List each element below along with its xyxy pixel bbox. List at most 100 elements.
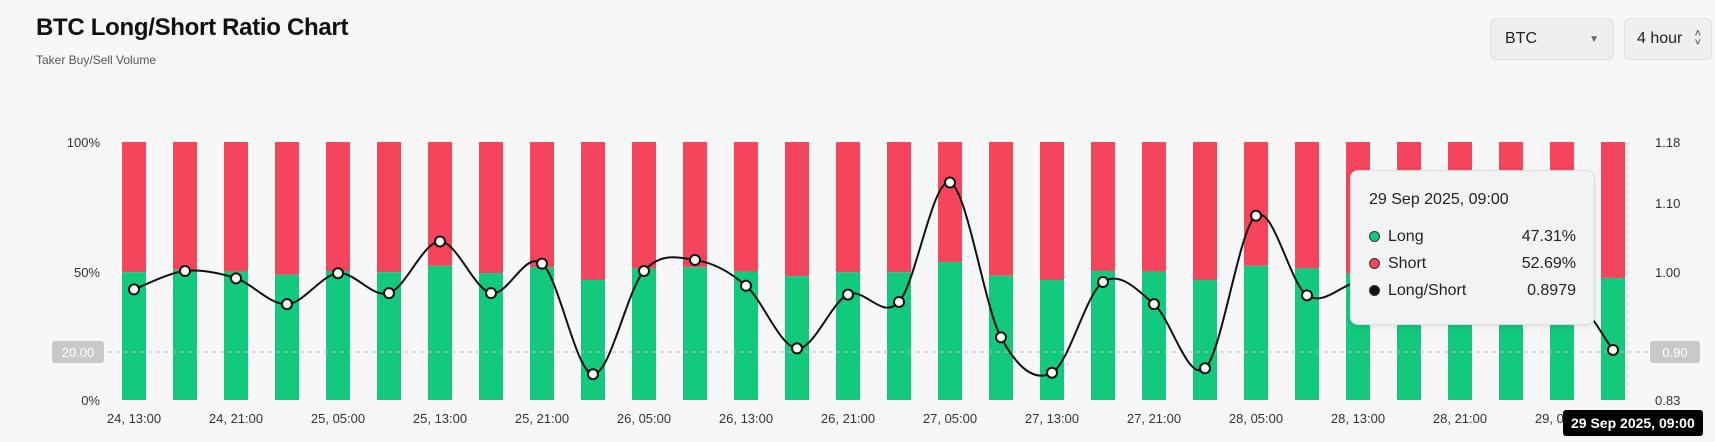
long-bar[interactable]	[224, 271, 248, 400]
ratio-point[interactable]	[281, 298, 293, 311]
long-bar[interactable]	[173, 269, 197, 400]
long-bar[interactable]	[1244, 265, 1268, 400]
short-bar[interactable]	[224, 142, 248, 272]
short-bar[interactable]	[275, 142, 299, 275]
x-axis-labels: 24, 13:00 24, 21:00 25, 05:00 25, 13:00 25, …	[107, 411, 1589, 426]
ratio-point[interactable]	[383, 287, 395, 300]
long-bar[interactable]	[1193, 280, 1217, 400]
long-bar[interactable]	[785, 276, 809, 400]
x-tick-label: 27, 05:00	[923, 411, 977, 426]
ratio-point[interactable]	[230, 272, 242, 285]
ratio-point[interactable]	[536, 257, 548, 270]
ratio-point[interactable]	[1250, 209, 1262, 222]
left-tick-0: 0%	[81, 393, 100, 408]
long-bar[interactable]	[581, 280, 605, 400]
tooltip-short-label: Short	[1388, 254, 1427, 272]
short-bar[interactable]	[1193, 142, 1217, 281]
ratio-point[interactable]	[842, 288, 854, 301]
coin-select-value: BTC	[1505, 30, 1537, 47]
short-bar[interactable]	[530, 142, 554, 268]
x-tick-label: 25, 13:00	[413, 411, 467, 426]
long-bar[interactable]	[683, 267, 707, 400]
long-bar[interactable]	[530, 267, 554, 400]
hover-time-badge: 29 Sep 2025, 09:00	[1563, 410, 1703, 436]
ratio-point[interactable]	[1199, 362, 1211, 375]
hover-tooltip: 29 Sep 2025, 09:00 Long 47.31% Short 52.…	[1350, 170, 1595, 325]
short-bar[interactable]	[1142, 142, 1166, 272]
tooltip-ratio-value: 0.8979	[1527, 281, 1576, 299]
ratio-point[interactable]	[1301, 289, 1313, 302]
ratio-point[interactable]	[638, 265, 650, 277]
ratio-point[interactable]	[1148, 298, 1160, 311]
long-bar[interactable]	[632, 268, 656, 400]
short-bar[interactable]	[326, 142, 350, 271]
short-bar[interactable]	[377, 142, 401, 273]
ratio-point[interactable]	[1607, 343, 1619, 356]
short-bar[interactable]	[1091, 142, 1115, 271]
short-bar[interactable]	[1040, 142, 1064, 281]
ratio-point[interactable]	[1046, 366, 1058, 379]
ratio-point[interactable]	[128, 283, 140, 296]
coin-select[interactable]: BTC ▼	[1490, 18, 1614, 60]
short-bar[interactable]	[989, 142, 1013, 276]
long-dot-icon	[1369, 231, 1380, 242]
right-marker-box	[1650, 341, 1700, 363]
long-bar[interactable]	[1040, 280, 1064, 400]
x-tick-label: 27, 13:00	[1025, 411, 1079, 426]
ratio-point[interactable]	[485, 287, 497, 300]
ratio-point[interactable]	[740, 279, 752, 292]
ratio-point[interactable]	[995, 331, 1007, 344]
short-bar[interactable]	[1244, 142, 1268, 266]
sort-arrows-icon: ˄ ˅	[1694, 28, 1701, 49]
tooltip-long-label: Long	[1388, 227, 1424, 245]
long-bar[interactable]	[734, 271, 758, 400]
ratio-point[interactable]	[944, 176, 956, 189]
ratio-points	[128, 176, 1619, 381]
long-bar[interactable]	[1142, 271, 1166, 400]
short-bar[interactable]	[938, 142, 962, 262]
short-bar[interactable]	[785, 142, 809, 277]
right-tick-2: 1.10	[1655, 196, 1680, 211]
long-bar[interactable]	[887, 272, 911, 400]
short-bar[interactable]	[173, 142, 197, 270]
long-bar[interactable]	[938, 261, 962, 400]
x-tick-label: 25, 21:00	[515, 411, 569, 426]
short-bar[interactable]	[122, 142, 146, 273]
long-bar[interactable]	[275, 274, 299, 400]
x-tick-label: 28, 13:00	[1331, 411, 1385, 426]
long-bar[interactable]	[326, 271, 350, 400]
ratio-point[interactable]	[689, 253, 701, 266]
right-marker-value: 0.90	[1662, 345, 1687, 360]
ratio-point[interactable]	[893, 295, 905, 308]
short-bar[interactable]	[734, 142, 758, 272]
short-bar[interactable]	[1295, 142, 1319, 269]
interval-select[interactable]: 4 hour ˄ ˅	[1624, 18, 1712, 60]
tooltip-short-value: 52.69%	[1521, 254, 1576, 272]
short-bar[interactable]	[1601, 142, 1625, 278]
ratio-point[interactable]	[179, 265, 191, 277]
short-bar[interactable]	[632, 142, 656, 269]
ratio-point[interactable]	[332, 267, 344, 280]
x-tick-label: 28, 05:00	[1229, 411, 1283, 426]
tooltip-row-long: Long 47.31%	[1369, 223, 1576, 250]
tooltip-row-ratio: Long/Short 0.8979	[1369, 277, 1576, 304]
tooltip-long-value: 47.31%	[1521, 227, 1576, 245]
ratio-point[interactable]	[1097, 276, 1109, 289]
short-bar[interactable]	[479, 142, 503, 274]
short-bar[interactable]	[581, 142, 605, 281]
right-tick-1: 1.18	[1655, 135, 1680, 150]
ratio-point[interactable]	[587, 368, 599, 381]
short-bar[interactable]	[836, 142, 860, 273]
interval-select-value: 4 hour	[1637, 30, 1683, 47]
axes-group: 100% 50% 0% 1.18 1.10 1.00 0.83	[67, 135, 1681, 408]
ratio-point[interactable]	[434, 235, 446, 248]
left-tick-50: 50%	[74, 265, 100, 280]
x-tick-label: 26, 13:00	[719, 411, 773, 426]
x-tick-label: 25, 05:00	[311, 411, 365, 426]
long-bar[interactable]	[1295, 268, 1319, 400]
ratio-point[interactable]	[791, 342, 803, 355]
long-bar[interactable]	[428, 265, 452, 400]
short-bar[interactable]	[683, 142, 707, 268]
right-tick-3: 1.00	[1655, 265, 1680, 280]
short-bar[interactable]	[887, 142, 911, 273]
